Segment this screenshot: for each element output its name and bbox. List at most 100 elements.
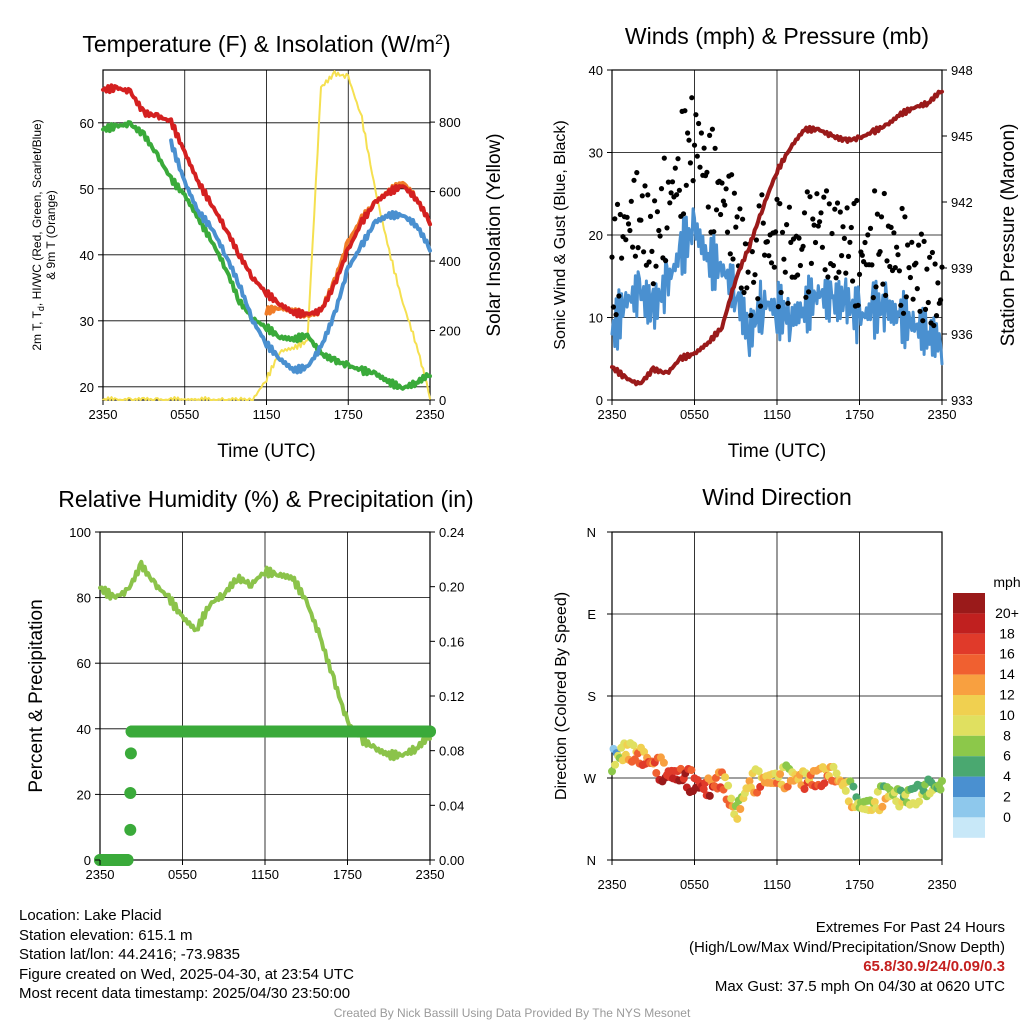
gust-point — [616, 293, 622, 299]
gust-point — [855, 302, 861, 308]
gust-point — [614, 201, 621, 207]
gust-point — [722, 202, 728, 208]
gust-point — [762, 252, 768, 258]
gust-point — [613, 312, 619, 318]
created-text: Figure created on Wed, 2025-04-30, at 23… — [19, 965, 354, 983]
gust-point — [881, 190, 887, 197]
direction-point — [754, 767, 763, 776]
direction-point — [611, 760, 620, 769]
gust-point — [757, 303, 764, 309]
gust-point — [738, 285, 744, 291]
gust-point — [933, 313, 940, 319]
gust-point — [819, 244, 826, 250]
gust-point — [782, 269, 788, 275]
gust-point — [807, 194, 813, 200]
direction-point — [736, 805, 745, 813]
gust-point — [914, 286, 920, 292]
gust-point — [701, 145, 707, 151]
gust-point — [672, 165, 678, 171]
gust-point — [888, 224, 894, 230]
gust-point — [932, 261, 938, 267]
x-axis-label: Time (UTC) — [728, 441, 827, 462]
legend-swatch — [953, 633, 985, 655]
x-tick-label: 0550 — [168, 867, 197, 882]
gust-point — [764, 239, 771, 245]
gust-point — [675, 156, 681, 162]
gust-point — [833, 275, 839, 281]
direction-point — [915, 797, 924, 806]
gust-point — [801, 210, 808, 216]
gust-point — [784, 222, 790, 228]
gust-point — [837, 209, 843, 215]
gust-point — [907, 274, 914, 281]
x-tick-label: 2350 — [416, 407, 445, 422]
legend-label: 8 — [1003, 727, 1011, 743]
y2-tick-label: 945 — [951, 129, 973, 144]
y-tick-label: N — [587, 853, 596, 868]
direction-point — [727, 794, 736, 803]
y2-tick-label: 200 — [439, 324, 461, 339]
gust-point — [771, 264, 777, 270]
y2-axis-label: Station Pressure (Maroon) — [998, 124, 1019, 347]
gust-point — [811, 222, 817, 228]
y-tick-label: E — [587, 607, 596, 622]
gust-point — [756, 203, 762, 209]
legend-swatch — [953, 735, 985, 757]
legend-label: 10 — [999, 707, 1015, 723]
gust-point — [818, 210, 824, 216]
gust-point — [658, 186, 665, 192]
gust-point — [856, 271, 863, 277]
direction-point — [733, 814, 742, 823]
gust-point — [830, 262, 837, 269]
gust-point — [653, 263, 659, 269]
gust-point — [895, 252, 901, 258]
legend-swatch — [953, 776, 985, 797]
gust-point — [694, 153, 700, 159]
gust-point — [902, 214, 908, 220]
gust-point — [752, 272, 758, 278]
gust-point — [697, 164, 703, 170]
gust-point — [883, 292, 889, 298]
gust-point — [785, 300, 791, 306]
y-axis-label: Direction (Colored By Speed) — [553, 592, 570, 800]
direction-point — [659, 758, 668, 767]
gust-point — [880, 281, 886, 287]
legend-swatch — [953, 593, 985, 614]
gust-point — [734, 214, 740, 220]
gust-point — [892, 265, 898, 271]
gust-point — [797, 262, 804, 269]
gust-point — [873, 284, 879, 290]
gust-point — [683, 182, 689, 188]
y-tick-label: W — [584, 771, 597, 786]
precip-point — [124, 787, 137, 799]
gust-point — [687, 160, 694, 166]
gust-point — [609, 254, 615, 260]
direction-point — [878, 802, 887, 811]
gust-point — [905, 242, 911, 248]
humidity-panel: 2350 0550 1150 1750 23500204060801000.000.04… — [26, 486, 474, 882]
gust-point — [628, 198, 634, 204]
y-tick-label: 30 — [80, 314, 94, 329]
gust-point — [920, 318, 926, 324]
gust-point — [877, 249, 883, 255]
y-tick-label: 50 — [80, 182, 94, 197]
y-axis-label: Sonic Wind & Gust (Blue, Black) — [552, 120, 569, 349]
y-tick-label: 0 — [596, 393, 603, 408]
gust-point — [841, 235, 848, 241]
gust-point — [685, 130, 691, 136]
direction-point — [852, 793, 861, 802]
gust-point — [896, 268, 903, 274]
gust-point — [774, 196, 780, 202]
gust-point — [938, 297, 944, 303]
gust-point — [779, 229, 786, 235]
x-tick-label: 1750 — [334, 407, 363, 422]
gust-point — [850, 278, 856, 284]
legend-label: 18 — [999, 625, 1015, 641]
x-tick-label: 2350 — [928, 407, 957, 422]
direction-point — [652, 769, 661, 777]
gust-point — [698, 130, 705, 136]
x-tick-label: 1750 — [333, 867, 362, 882]
gust-point — [663, 258, 669, 264]
gust-point — [899, 205, 905, 212]
